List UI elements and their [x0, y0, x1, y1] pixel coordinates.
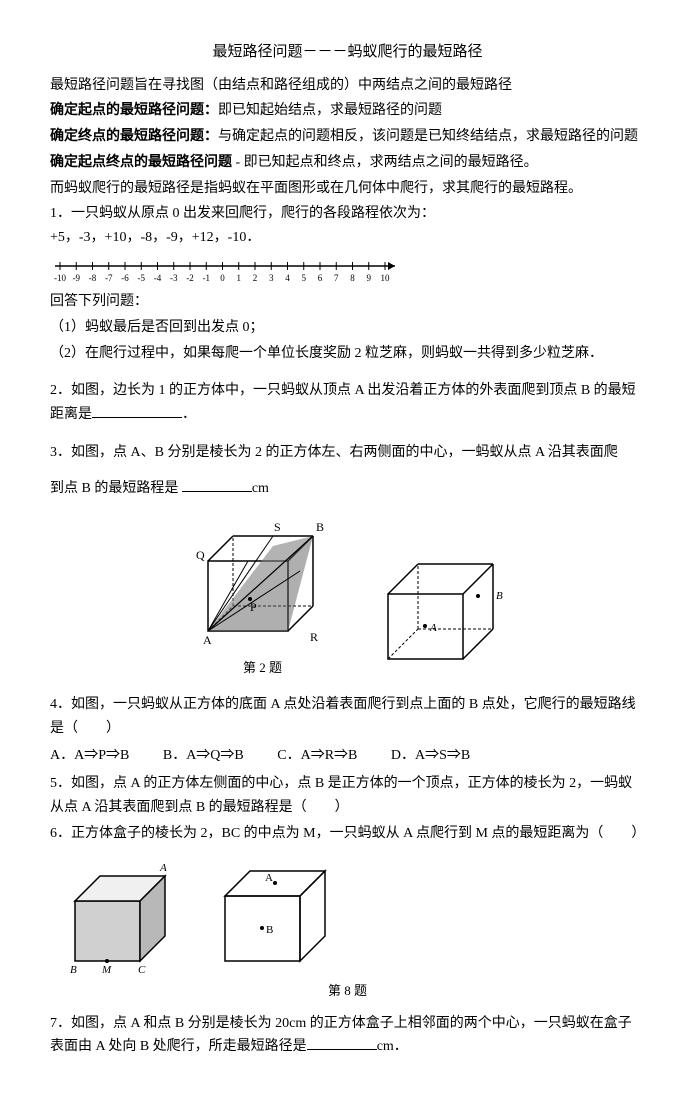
svg-text:Q: Q	[196, 548, 205, 562]
page-title: 最短路径问题－－－蚂蚁爬行的最短路径	[50, 40, 645, 66]
svg-text:-6: -6	[121, 273, 129, 283]
svg-text:-1: -1	[203, 273, 211, 283]
def3-text: - 即已知起点和终点，求两结点之间的最短路径。	[232, 155, 538, 170]
question-4: 4．如图，一只蚂蚁从正方体的底面 A 点处沿着表面爬行到点上面的 B 点处，它爬…	[50, 693, 645, 741]
q2-end: ．	[182, 407, 196, 422]
def2-text: 与确定起点的问题相反，该问题是已知终结结点，求最短路径的问题	[218, 129, 638, 144]
q1-2: （2）在爬行过程中，如果每爬一个单位长度奖励 2 粒芝麻，则蚂蚁一共得到多少粒芝…	[50, 342, 645, 366]
svg-text:-10: -10	[54, 273, 66, 283]
figure-row-2: A B M C A B	[60, 856, 645, 976]
svg-text:A: A	[159, 862, 167, 874]
svg-text:B: B	[266, 924, 273, 936]
question-7: 7．如图，点 A 和点 B 分别是棱长为 20cm 的正方体盒子上相邻面的两个中…	[50, 1012, 645, 1060]
def2: 确定终点的最短路径问题：与确定起点的问题相反，该问题是已知终结结点，求最短路径的…	[50, 125, 645, 149]
q7-unit: cm．	[377, 1039, 408, 1054]
number-line-figure: -10-9-8-7-6-5-4-3-2-1012345678910	[50, 256, 645, 284]
question-1: 1．一只蚂蚁从原点 0 出发来回爬行，爬行的各段路程依次为：+5，-3，+10，…	[50, 202, 645, 250]
svg-text:10: 10	[381, 273, 391, 283]
svg-text:3: 3	[269, 273, 274, 283]
figure-row-1: A B Q S P R 第 2 题 A B	[50, 511, 645, 679]
svg-text:-2: -2	[186, 273, 194, 283]
figure-q8-cube: A B	[210, 856, 340, 976]
intro-text: 最短路径问题旨在寻找图（由结点和路径组成的）中两结点之间的最短路径	[50, 74, 645, 98]
svg-text:-3: -3	[170, 273, 178, 283]
caption-q2: 第 2 题	[178, 657, 348, 679]
def1: 确定起点的最短路径问题：即已知起始结点，求最短路径的问题	[50, 99, 645, 123]
q4-opt-c: C．A⇒R⇒B	[277, 744, 357, 768]
svg-text:A: A	[429, 622, 437, 634]
q4-opt-b: B．A⇒Q⇒B	[163, 744, 244, 768]
svg-text:2: 2	[253, 273, 258, 283]
q3-text: 到点 B 的最短路程是	[50, 481, 182, 496]
def3: 确定起点终点的最短路径问题 - 即已知起点和终点，求两结点之间的最短路径。	[50, 151, 645, 175]
svg-text:R: R	[310, 630, 318, 644]
figure-q2-cube1: A B Q S P R 第 2 题	[178, 511, 348, 679]
def1-label: 确定起点的最短路径问题：	[50, 103, 218, 118]
svg-text:-8: -8	[89, 273, 97, 283]
figure-q3-cube2: A B	[368, 549, 518, 679]
svg-text:6: 6	[318, 273, 323, 283]
q4-opt-d: D．A⇒S⇒B	[391, 744, 470, 768]
q3-unit: cm	[252, 481, 269, 496]
def3-label: 确定起点终点的最短路径问题	[50, 155, 232, 170]
svg-text:-4: -4	[154, 273, 162, 283]
svg-text:0: 0	[220, 273, 225, 283]
svg-text:S: S	[274, 520, 281, 534]
svg-text:9: 9	[367, 273, 372, 283]
svg-text:M: M	[101, 964, 112, 976]
svg-text:B: B	[70, 964, 77, 976]
q3-blank	[182, 477, 252, 492]
q4-options: A．A⇒P⇒B B．A⇒Q⇒B C．A⇒R⇒B D．A⇒S⇒B	[50, 744, 645, 768]
svg-text:4: 4	[285, 273, 290, 283]
svg-text:8: 8	[350, 273, 355, 283]
svg-text:C: C	[138, 964, 146, 976]
svg-text:B: B	[496, 590, 503, 602]
svg-text:A: A	[203, 633, 212, 647]
q1-1: （1）蚂蚁最后是否回到出发点 0；	[50, 316, 645, 340]
svg-text:-9: -9	[73, 273, 81, 283]
svg-text:1: 1	[237, 273, 242, 283]
question-2: 2．如图，边长为 1 的正方体中，一只蚂蚁从顶点 A 出发沿着正方体的外表面爬到…	[50, 379, 645, 427]
def1-text: 即已知起始结点，求最短路径的问题	[218, 103, 442, 118]
caption-q8: 第 8 题	[50, 980, 645, 1002]
def2-label: 确定终点的最短路径问题：	[50, 129, 218, 144]
svg-text:B: B	[316, 520, 324, 534]
svg-text:5: 5	[302, 273, 307, 283]
question-5: 5．如图，点 A 的正方体左侧面的中心，点 B 是正方体的一个顶点，正方体的棱长…	[50, 772, 645, 820]
question-3-line1: 3．如图，点 A、B 分别是棱长为 2 的正方体左、右两侧面的中心，一蚂蚁从点 …	[50, 441, 645, 465]
svg-text:P: P	[250, 600, 257, 614]
question-3-line2: 到点 B 的最短路程是 cm	[50, 477, 645, 501]
svg-text:A: A	[265, 872, 273, 884]
svg-text:-5: -5	[138, 273, 146, 283]
svg-text:7: 7	[334, 273, 339, 283]
question-6: 6．正方体盒子的棱长为 2，BC 的中点为 M，一只蚂蚁从 A 点爬行到 M 点…	[50, 822, 645, 846]
q1-sub: 回答下列问题：	[50, 290, 645, 314]
context-text: 而蚂蚁爬行的最短路径是指蚂蚁在平面图形或在几何体中爬行，求其爬行的最短路程。	[50, 177, 645, 201]
q2-blank	[92, 403, 182, 418]
svg-text:-7: -7	[105, 273, 113, 283]
figure-q6-cube: A B M C	[60, 856, 180, 976]
q4-opt-a: A．A⇒P⇒B	[50, 744, 129, 768]
q7-blank	[307, 1035, 377, 1050]
